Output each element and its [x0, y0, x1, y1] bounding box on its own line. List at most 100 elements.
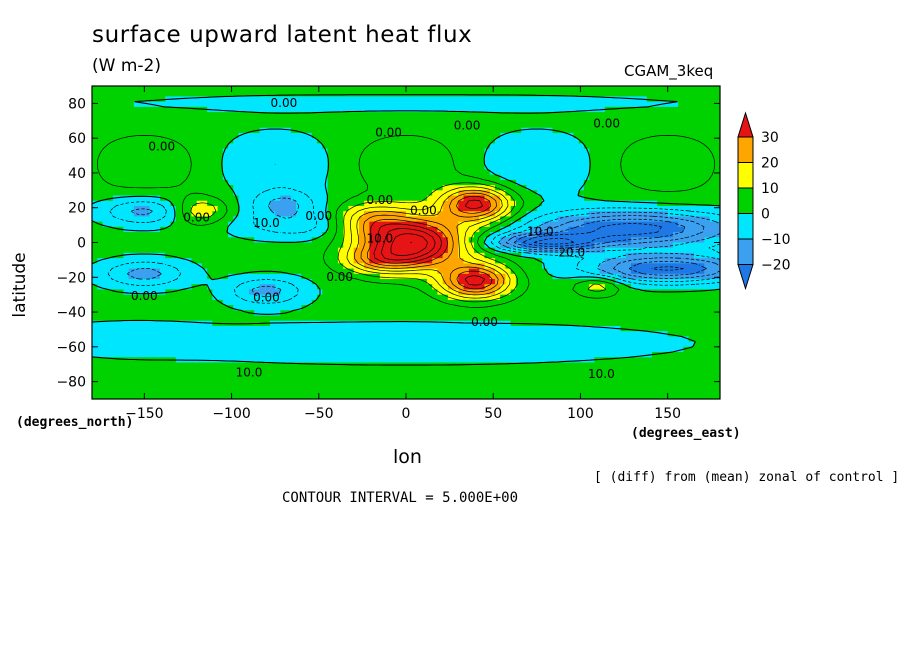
- field-cell: [683, 279, 690, 285]
- field-cell: [353, 252, 360, 259]
- field-cell: [186, 273, 193, 280]
- field-cell: [222, 216, 229, 223]
- field-cell: [170, 164, 177, 171]
- field-cell: [426, 159, 433, 165]
- field-cell: [311, 153, 318, 160]
- field-cell: [484, 205, 491, 212]
- field-cell: [296, 232, 302, 238]
- field-cell: [249, 299, 255, 306]
- field-cell: [453, 122, 459, 129]
- field-cell: [510, 284, 517, 291]
- field-cell: [709, 205, 716, 212]
- field-cell: [573, 185, 580, 191]
- field-cell: [578, 289, 585, 296]
- field-cell: [358, 127, 365, 134]
- field-cell: [693, 268, 700, 275]
- field-cell: [563, 279, 569, 285]
- field-cell: [269, 185, 276, 191]
- field-cell: [139, 86, 145, 92]
- field-cell: [296, 106, 302, 113]
- field-cell: [437, 138, 444, 144]
- field-cell: [154, 242, 161, 249]
- field-cell: [704, 169, 711, 176]
- field-cell: [432, 159, 438, 165]
- field-cell: [604, 279, 611, 285]
- field-cell: [709, 169, 716, 176]
- field-cell: [678, 294, 684, 301]
- field-cell: [379, 96, 386, 103]
- field-cell: [500, 132, 507, 139]
- field-cell: [102, 101, 109, 108]
- field-cell: [505, 112, 512, 118]
- field-cell: [390, 117, 397, 124]
- field-cell: [494, 242, 501, 249]
- field-cell: [610, 153, 616, 160]
- field-cell: [620, 122, 627, 129]
- field-cell: [568, 143, 575, 150]
- field-cell: [254, 86, 261, 92]
- field-cell: [201, 117, 208, 124]
- field-cell: [657, 185, 664, 191]
- field-cell: [358, 294, 365, 301]
- field-cell: [149, 237, 156, 244]
- field-cell: [191, 195, 198, 202]
- field-cell: [259, 122, 266, 129]
- field-cell: [301, 221, 308, 228]
- field-cell: [651, 221, 658, 228]
- field-cell: [353, 179, 360, 186]
- field-cell: [542, 216, 548, 223]
- field-cell: [222, 237, 229, 244]
- field-cell: [327, 143, 334, 150]
- field-cell: [269, 101, 276, 108]
- field-cell: [217, 169, 224, 176]
- field-cell: [641, 294, 648, 301]
- field-cell: [599, 179, 606, 186]
- field-cell: [154, 127, 161, 134]
- field-cell: [317, 127, 323, 134]
- field-cell: [107, 252, 114, 259]
- field-cell: [97, 190, 104, 197]
- field-cell: [646, 263, 653, 270]
- field-cell: [510, 112, 517, 118]
- field-cell: [531, 106, 538, 113]
- field-cell: [160, 200, 166, 207]
- field-cell: [149, 258, 156, 264]
- field-cell: [557, 101, 564, 108]
- field-cell: [437, 294, 444, 301]
- field-cell: [458, 226, 465, 233]
- field-cell: [625, 169, 632, 176]
- field-cell: [123, 268, 130, 275]
- field-cell: [510, 195, 517, 202]
- field-cell: [306, 138, 313, 144]
- field-cell: [442, 268, 449, 275]
- field-cell: [207, 211, 213, 218]
- field-cell: [547, 148, 554, 155]
- field-cell: [144, 232, 151, 238]
- field-cell: [453, 294, 459, 301]
- field-cell: [568, 138, 575, 144]
- field-cell: [128, 242, 135, 249]
- field-cell: [322, 273, 329, 280]
- field-cell: [97, 263, 104, 270]
- field-cell: [542, 273, 548, 280]
- field-cell: [500, 268, 507, 275]
- field-cell: [180, 159, 187, 165]
- field-cell: [133, 169, 140, 176]
- field-cell: [92, 211, 98, 218]
- field-cell: [474, 185, 480, 191]
- field-cell: [107, 96, 114, 103]
- field-cell: [552, 195, 559, 202]
- field-cell: [625, 232, 632, 238]
- field-cell: [233, 164, 240, 171]
- field-cell: [112, 232, 119, 238]
- field-cell: [97, 91, 104, 98]
- field-cell: [699, 221, 705, 228]
- field-cell: [447, 174, 454, 181]
- field-cell: [557, 205, 564, 212]
- field-cell: [102, 263, 109, 270]
- field-cell: [604, 179, 611, 186]
- field-cell: [322, 289, 329, 296]
- field-cell: [620, 242, 627, 249]
- field-cell: [222, 273, 229, 280]
- field-cell: [123, 86, 130, 92]
